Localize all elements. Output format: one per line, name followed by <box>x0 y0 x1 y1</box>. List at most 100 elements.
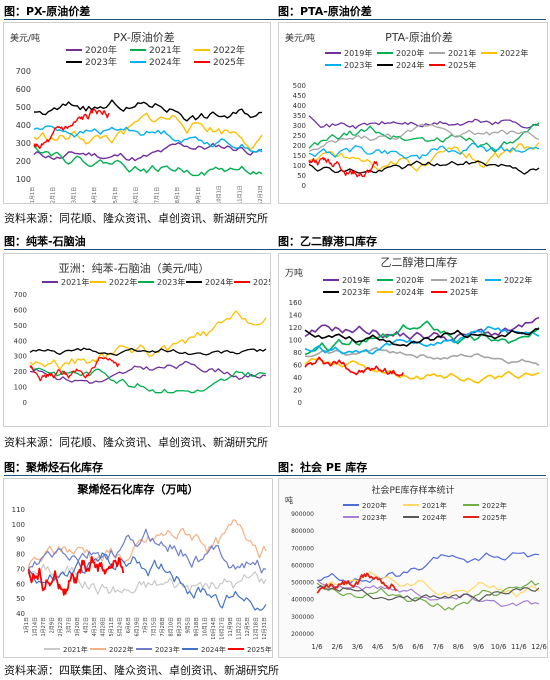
x-tick-label: 2月9日 <box>50 617 56 633</box>
y-tick-label: 300 <box>14 353 27 361</box>
legend-label: 2021年 <box>448 48 476 58</box>
series-line-2023年 <box>33 99 263 122</box>
legend-label: 2025年 <box>253 277 270 287</box>
series-line-2021年 <box>33 145 263 177</box>
x-tick-label: 1月14日 <box>33 617 39 637</box>
x-tick-label: 10/6 <box>491 643 507 651</box>
x-tick-label: 12/6 <box>531 643 547 651</box>
series-line-2022年 <box>27 519 267 569</box>
x-tick-label: 1月27日 <box>41 617 47 637</box>
y-tick-label: 700000 <box>291 545 314 552</box>
y-tick-label: 800000 <box>291 528 314 535</box>
y-tick-label: 40 <box>293 374 302 382</box>
legend-label: 2023年 <box>155 645 180 654</box>
figure-caption-pta: 图：PTA-原油价差 <box>278 5 372 18</box>
x-tick-label: 5月11日 <box>109 617 115 637</box>
x-tick-label: 10月27日 <box>220 617 226 640</box>
y-tick-label: 400 <box>16 121 31 130</box>
x-tick-label: 4月2日 <box>84 617 90 633</box>
series-line-2021年 <box>27 563 267 595</box>
series-line-2023年 <box>27 528 267 574</box>
legend-label: 2020年 <box>396 48 424 58</box>
legend-label: 2023年 <box>362 513 387 522</box>
series-line-2021年 <box>308 123 540 152</box>
x-tick-label: 6月1日 <box>134 187 140 203</box>
x-tick-label: 10月1日 <box>217 185 223 203</box>
series-line-2024年 <box>308 160 540 175</box>
legend-label: 2025年 <box>247 645 272 654</box>
x-tick-label: 10月1日 <box>203 617 209 637</box>
y-tick-label: 70 <box>16 565 25 573</box>
x-tick-label: 9月5日 <box>186 617 192 633</box>
x-tick-label: 8/6 <box>453 643 465 651</box>
legend-label: 2022年 <box>109 277 137 287</box>
figure-caption-benzene: 图：纯苯-石脑油 <box>4 235 86 248</box>
x-tick-label: 8月23日 <box>177 617 183 637</box>
legend-label: 2024年 <box>396 287 424 297</box>
x-tick-label: 2月22日 <box>58 617 64 637</box>
y-tick-label: 60 <box>16 580 25 588</box>
y-tick-label: 600000 <box>291 562 314 569</box>
y-tick-label: 600 <box>16 85 31 94</box>
x-tick-label: 12月1日 <box>258 185 264 203</box>
y-tick-label: 300 <box>16 139 31 148</box>
y-tick-label: 600 <box>14 306 27 314</box>
series-line-2022年 <box>316 580 540 611</box>
chart-title: 社会PE库存样本统计 <box>371 484 454 496</box>
figure-caption-polyolefin: 图：聚烯烃石化库存 <box>4 461 103 474</box>
legend-label: 2021年 <box>61 277 89 287</box>
x-tick-label: 8月1日 <box>175 187 181 203</box>
y-tick-label: 0 <box>298 399 302 407</box>
series-line-2023年 <box>304 328 540 347</box>
legend-label: 2022年 <box>500 48 528 58</box>
series-line-2022年 <box>29 310 267 371</box>
legend-label: 2025年 <box>482 513 507 522</box>
x-tick-label: 7月15日 <box>152 617 158 637</box>
divider <box>4 475 546 476</box>
x-tick-label: 4/6 <box>372 643 384 651</box>
y-tick-label: 40 <box>16 610 25 618</box>
y-tick-label: 100 <box>14 384 27 392</box>
x-tick-label: 4月1日 <box>92 187 98 203</box>
legend-label: 2020年 <box>362 501 387 510</box>
legend-label: 2021年 <box>149 44 181 56</box>
legend-label: 2019年 <box>344 48 372 58</box>
y-tick-label: 500 <box>16 103 31 112</box>
x-tick-label: 4月28日 <box>101 617 107 637</box>
y-tick-label: 120 <box>289 324 302 332</box>
y-tick-label: 150 <box>293 152 306 160</box>
divider <box>4 19 546 20</box>
chart-polyolefin-inventory: 聚烯烃石化库存（万吨） 40 50 60 70 80 90 100 110 1月1日 1月14日 1月… <box>3 478 273 658</box>
x-tick-label: 9月1日 <box>196 187 202 203</box>
legend-label: 2024年 <box>422 513 447 522</box>
series-line-2021年 <box>316 570 540 598</box>
x-tick-label: 1月1日 <box>30 187 36 203</box>
legend-label: 2019年 <box>342 275 370 285</box>
y-tick-label: 300 <box>293 122 306 130</box>
y-tick-label: 140 <box>289 312 302 320</box>
series-line-2024年 <box>33 125 263 154</box>
series-line-2025年 <box>304 356 404 377</box>
series-line-2025年 <box>316 572 398 594</box>
y-tick-label: 60 <box>293 362 302 370</box>
y-tick-label: 900000 <box>291 511 314 518</box>
x-tick-label: 3月20日 <box>75 617 81 637</box>
x-tick-label: 11月1日 <box>237 185 243 203</box>
y-tick-label: 110 <box>12 506 25 514</box>
series-line-2019年 <box>308 115 540 130</box>
series-line-2020年 <box>304 320 540 356</box>
y-tick-label: 80 <box>293 349 302 357</box>
x-tick-label: 11/6 <box>511 643 527 651</box>
x-tick-label: 5月1日 <box>113 187 119 203</box>
series-line-2024年 <box>304 357 540 384</box>
unit-label: 美元/吨 <box>10 32 40 44</box>
y-tick-label: 350 <box>293 112 306 120</box>
y-tick-label: 160 <box>289 299 302 307</box>
chart-pe-social-inventory: 社会PE库存样本统计吨 2020年 2021年 2022年 2023年 2024年 2025… <box>278 478 548 658</box>
x-tick-label: 7月1日 <box>154 187 160 203</box>
x-tick-label: 6月6日 <box>126 617 132 633</box>
y-tick-label: 0 <box>302 182 306 190</box>
divider <box>4 249 546 250</box>
legend-label: 2023年 <box>344 60 372 70</box>
y-tick-label: 100 <box>289 337 302 345</box>
